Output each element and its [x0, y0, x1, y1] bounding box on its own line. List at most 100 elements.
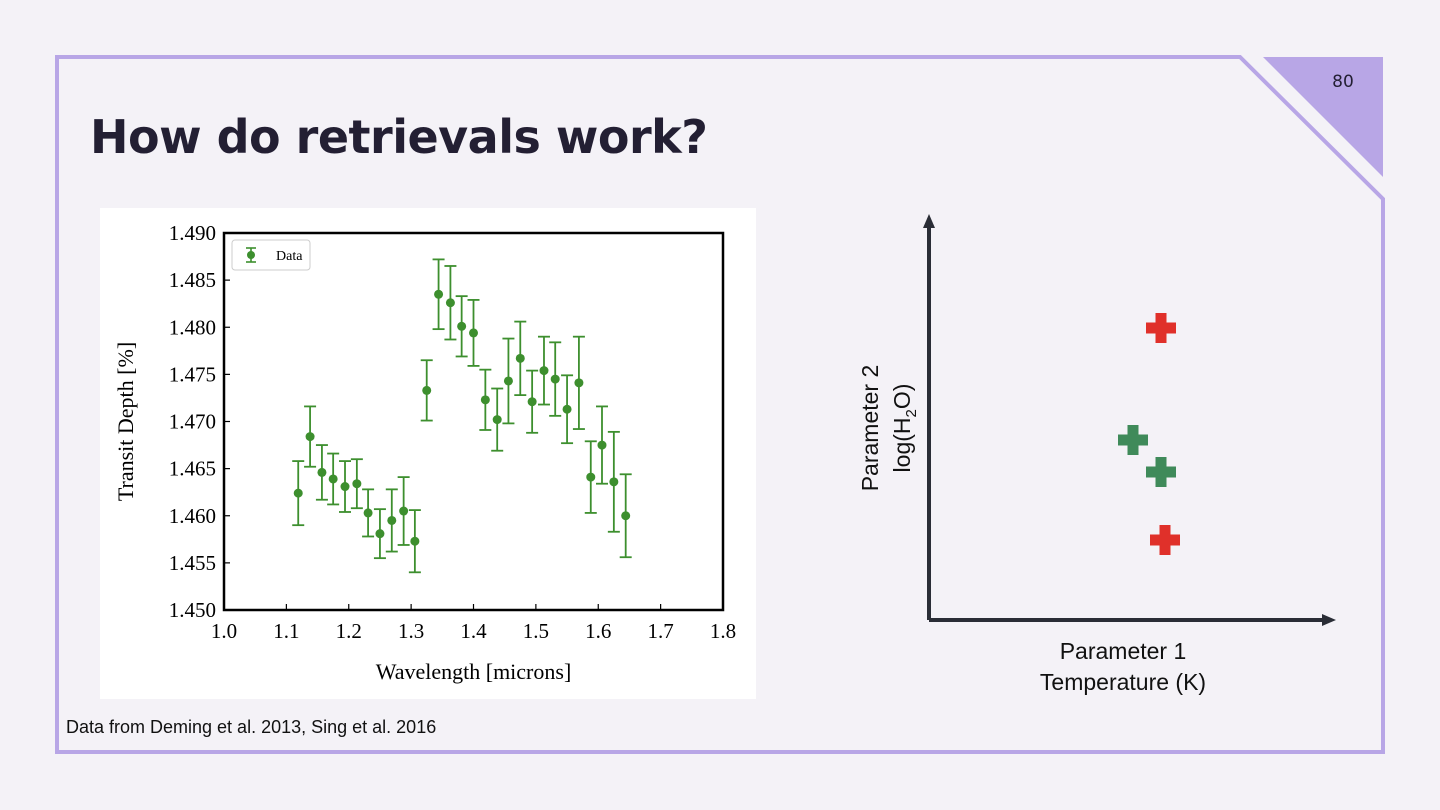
data-point [315, 444, 328, 501]
data-point [432, 258, 445, 331]
plus-marker-red [1150, 525, 1180, 555]
x-tick-label: 1.3 [398, 619, 424, 643]
x-tick-label: 1.0 [211, 619, 237, 643]
data-credit: Data from Deming et al. 2013, Sing et al… [66, 717, 437, 737]
legend: Data [231, 239, 311, 271]
data-point [444, 265, 457, 341]
y-tick-label: 1.475 [169, 362, 216, 386]
x-axis-arrowhead [1322, 614, 1336, 626]
data-point [491, 387, 504, 452]
x-axis-label-line2: Temperature (K) [1040, 669, 1206, 695]
data-marker [422, 385, 432, 395]
data-marker [293, 488, 303, 498]
y-tick-label: 1.490 [169, 221, 216, 245]
data-marker [562, 404, 572, 414]
x-tick-label: 1.5 [523, 619, 549, 643]
corner-tab [1263, 57, 1383, 177]
data-marker [387, 515, 397, 525]
data-marker [434, 289, 444, 299]
data-marker [574, 378, 584, 388]
data-marker [352, 479, 362, 489]
data-point [572, 335, 585, 430]
data-marker [399, 506, 409, 516]
page-number: 80 [1332, 72, 1354, 92]
data-point [561, 374, 574, 445]
data-marker [550, 374, 560, 384]
plus-marker-red [1146, 313, 1176, 343]
y-axis-label-line1: Parameter 2 [857, 365, 883, 492]
legend-label: Data [276, 249, 303, 264]
x-tick-label: 1.4 [460, 619, 487, 643]
data-marker [305, 432, 315, 442]
data-marker [609, 477, 619, 487]
y-tick-label: 1.450 [169, 598, 216, 622]
transit-depth-chart: 1.0 1.1 1.2 1.3 1.4 1.5 1.6 1.7 1.8 1.450 1.455 1.4… [100, 208, 756, 699]
data-point [479, 368, 492, 431]
data-point [584, 440, 597, 514]
data-marker [586, 472, 596, 482]
data-point [420, 359, 433, 422]
data-marker [539, 366, 549, 376]
data-marker [410, 536, 420, 546]
x-axis-label-line1: Parameter 1 [1060, 638, 1187, 664]
data-marker [317, 467, 327, 477]
data-marker [375, 529, 385, 539]
data-point [537, 335, 550, 406]
data-point [595, 405, 608, 485]
data-point [385, 488, 398, 553]
frame-outline [55, 55, 1385, 754]
transit-depth-plot: 1.0 1.1 1.2 1.3 1.4 1.5 1.6 1.7 1.8 1.450 1.455 1.4… [113, 221, 736, 684]
plot-area-border [222, 231, 725, 612]
data-point [467, 299, 480, 367]
data-point [292, 460, 305, 527]
y-label-part: log(H [889, 417, 915, 472]
data-marker [469, 328, 478, 338]
data-point [549, 341, 562, 417]
data-marker [597, 440, 607, 450]
data-point [526, 369, 539, 434]
data-marker [480, 395, 490, 405]
data-point [339, 460, 352, 513]
y-tick-label: 1.455 [169, 551, 216, 575]
plus-marker-green [1146, 457, 1176, 487]
data-marker [328, 474, 338, 484]
data-marker [503, 376, 513, 386]
data-point [455, 295, 468, 358]
y-axis-label: Transit Depth [%] [113, 342, 138, 501]
y-tick-label: 1.465 [169, 457, 216, 481]
legend-marker [247, 251, 255, 259]
x-tick-label: 1.7 [648, 619, 674, 643]
data-point [327, 452, 340, 506]
y-axis-label: Parameter 2 log(H2O) [857, 365, 920, 492]
data-marker [527, 397, 537, 407]
data-marker [340, 482, 350, 492]
data-point [397, 476, 410, 546]
x-tick-label: 1.1 [273, 619, 299, 643]
y-label-part: O) [889, 384, 915, 410]
data-point [502, 337, 515, 425]
x-tick-label: 1.6 [585, 619, 611, 643]
data-marker [515, 353, 525, 363]
data-marker [445, 298, 455, 308]
data-point [304, 405, 317, 468]
plus-marker-green [1118, 425, 1148, 455]
data-marker [621, 511, 631, 521]
data-point [373, 508, 386, 560]
data-marker [363, 508, 373, 518]
data-marker [457, 321, 467, 331]
data-point [408, 509, 421, 574]
y-tick-label: 1.460 [169, 504, 216, 528]
data-marker [492, 415, 502, 425]
y-label-subscript: 2 [903, 409, 920, 417]
data-point [362, 488, 375, 538]
data-point [350, 458, 363, 510]
x-axis-label: Wavelength [microns] [376, 659, 572, 684]
y-tick-label: 1.485 [169, 268, 216, 292]
data-point [514, 320, 527, 397]
y-tick-label: 1.480 [169, 315, 216, 339]
y-tick-label: 1.470 [169, 410, 216, 434]
x-tick-label: 1.8 [710, 619, 736, 643]
data-point [607, 430, 620, 533]
slide-title: How do retrievals work? [90, 110, 708, 164]
